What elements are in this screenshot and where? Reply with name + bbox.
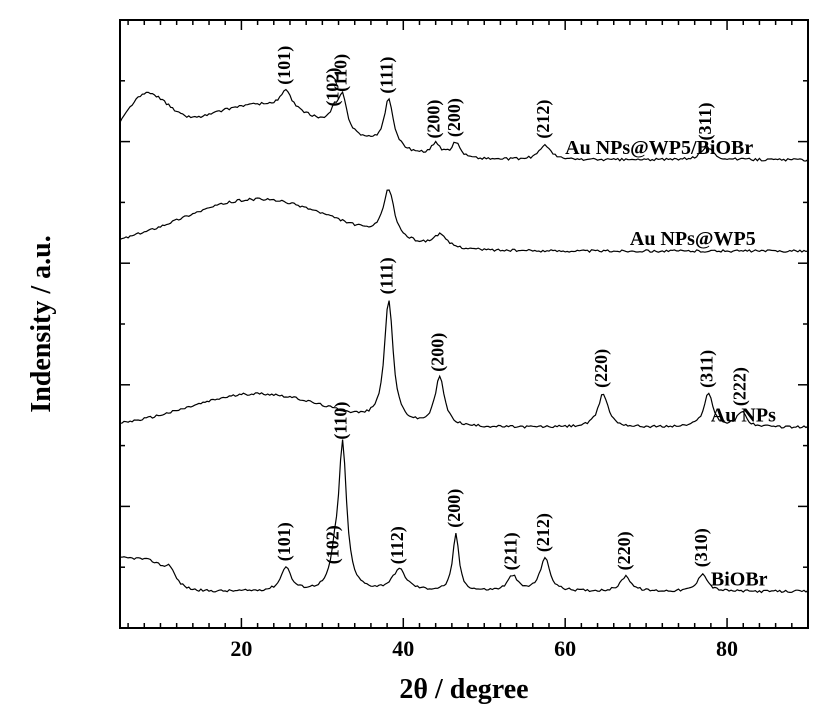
peak-label: (200) [424,100,445,139]
peak-label: (111) [377,257,398,294]
peak-label: (212) [533,513,554,552]
series-label: Au NPs@WP5 [630,228,756,250]
svg-text:2θ / degree: 2θ / degree [399,674,528,705]
peak-label: (200) [444,98,465,137]
peak-label: (220) [591,349,612,388]
peak-label: (200) [444,489,465,528]
peak-label: (112) [387,526,408,564]
peak-label: (220) [614,531,635,570]
peak-label: (110) [331,54,352,92]
peak-label: (101) [274,46,295,85]
peak-label: (102) [322,525,343,564]
svg-text:60: 60 [554,636,576,661]
svg-text:Indensity / a.u.: Indensity / a.u. [26,235,57,412]
peak-label: (111) [377,57,398,94]
peak-label: (101) [274,522,295,561]
series-label: Au NPs [711,404,776,426]
svg-text:20: 20 [230,636,252,661]
svg-text:80: 80 [716,636,738,661]
peak-label: (211) [501,532,522,570]
peak-label: (200) [428,333,449,372]
peak-label: (311) [696,350,717,388]
svg-text:40: 40 [392,636,414,661]
peak-label: (311) [695,102,716,140]
peak-label: (222) [730,367,751,406]
peak-label: (310) [691,528,712,567]
xrd-chart: 20 40 60 80 2θ / degree Indensity / a.u. BiOBr… [0,0,838,728]
series-label: BiOBr [711,569,768,591]
peak-label: (212) [533,100,554,139]
series-label: Au NPs@WP5/BiOBr [565,137,753,159]
